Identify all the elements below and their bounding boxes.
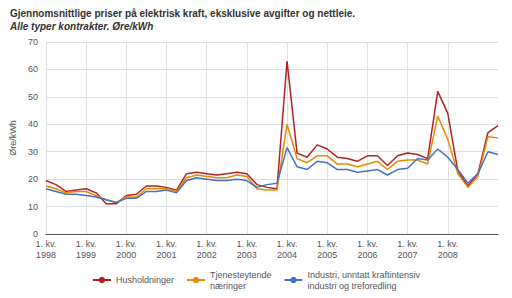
svg-text:50: 50: [28, 92, 38, 102]
svg-text:1. kv.: 1. kv.: [196, 239, 217, 249]
svg-text:20: 20: [28, 174, 38, 184]
svg-text:70: 70: [28, 37, 38, 47]
svg-text:1. kv.: 1. kv.: [277, 239, 298, 249]
svg-text:2002: 2002: [197, 250, 217, 260]
svg-text:1999: 1999: [76, 250, 96, 260]
svg-text:1998: 1998: [36, 250, 56, 260]
svg-text:1. kv.: 1. kv.: [236, 239, 257, 249]
svg-text:10: 10: [28, 202, 38, 212]
svg-text:Industri, unntatt kraftintensi: Industri, unntatt kraftintensiv: [308, 270, 421, 280]
svg-text:2007: 2007: [398, 250, 418, 260]
svg-text:Øre/kWh: Øre/kWh: [8, 120, 18, 156]
svg-text:industri og treforedling: industri og treforedling: [308, 281, 397, 291]
svg-text:2000: 2000: [116, 250, 136, 260]
svg-text:1. kv.: 1. kv.: [397, 239, 418, 249]
svg-text:Gjennomsnittlige priser på ele: Gjennomsnittlige priser på elektrisk kra…: [10, 8, 355, 19]
svg-text:2006: 2006: [357, 250, 377, 260]
svg-text:30: 30: [28, 147, 38, 157]
svg-text:0: 0: [33, 229, 38, 239]
svg-text:1. kv.: 1. kv.: [116, 239, 137, 249]
svg-text:1. kv.: 1. kv.: [35, 239, 56, 249]
svg-text:2004: 2004: [277, 250, 297, 260]
svg-text:1. kv.: 1. kv.: [317, 239, 338, 249]
svg-text:1. kv.: 1. kv.: [357, 239, 378, 249]
svg-text:1. kv.: 1. kv.: [156, 239, 177, 249]
svg-text:Husholdninger: Husholdninger: [116, 275, 174, 285]
svg-text:2003: 2003: [237, 250, 257, 260]
svg-text:40: 40: [28, 119, 38, 129]
svg-text:2008: 2008: [438, 250, 458, 260]
svg-text:Tjenesteytende: Tjenesteytende: [210, 270, 272, 280]
svg-text:2005: 2005: [317, 250, 337, 260]
svg-text:næringer: næringer: [210, 281, 246, 291]
svg-text:1. kv.: 1. kv.: [437, 239, 458, 249]
svg-text:60: 60: [28, 64, 38, 74]
svg-text:Alle typer kontrakter. Øre/kWh: Alle typer kontrakter. Øre/kWh: [9, 21, 153, 32]
svg-text:1. kv.: 1. kv.: [76, 239, 97, 249]
svg-text:2001: 2001: [156, 250, 176, 260]
